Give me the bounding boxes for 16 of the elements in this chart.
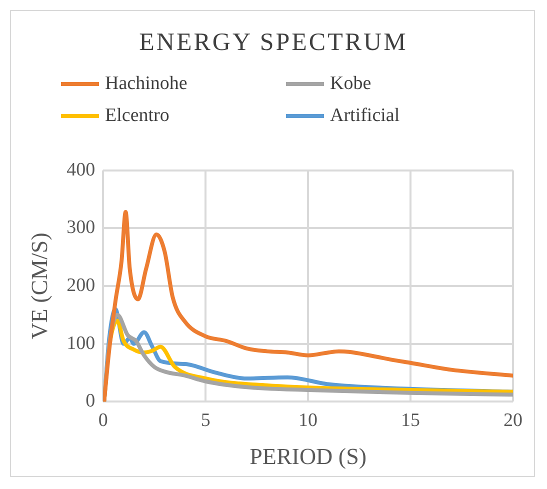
x-tick-label: 15 — [401, 410, 420, 431]
y-tick-label: 0 — [86, 390, 96, 412]
legend-label: Artificial — [330, 105, 400, 127]
y-tick-label: 100 — [66, 332, 96, 354]
y-tick-label: 300 — [66, 217, 96, 238]
legend-label: Kobe — [330, 73, 372, 95]
y-axis-title: VE (CM/S) — [26, 232, 52, 340]
y-tick-label: 200 — [66, 274, 96, 296]
legend-label: Hachinohe — [105, 73, 188, 95]
chart-title: ENERGY SPECTRUM — [138, 29, 409, 57]
x-tick-label: 20 — [504, 410, 522, 431]
x-tick-label: 5 — [200, 410, 210, 431]
x-tick-label: 10 — [298, 410, 318, 431]
legend-label: Elcentro — [105, 105, 170, 127]
y-tick-label: 400 — [66, 159, 96, 180]
x-axis-title: PERIOD (S) — [250, 444, 367, 470]
